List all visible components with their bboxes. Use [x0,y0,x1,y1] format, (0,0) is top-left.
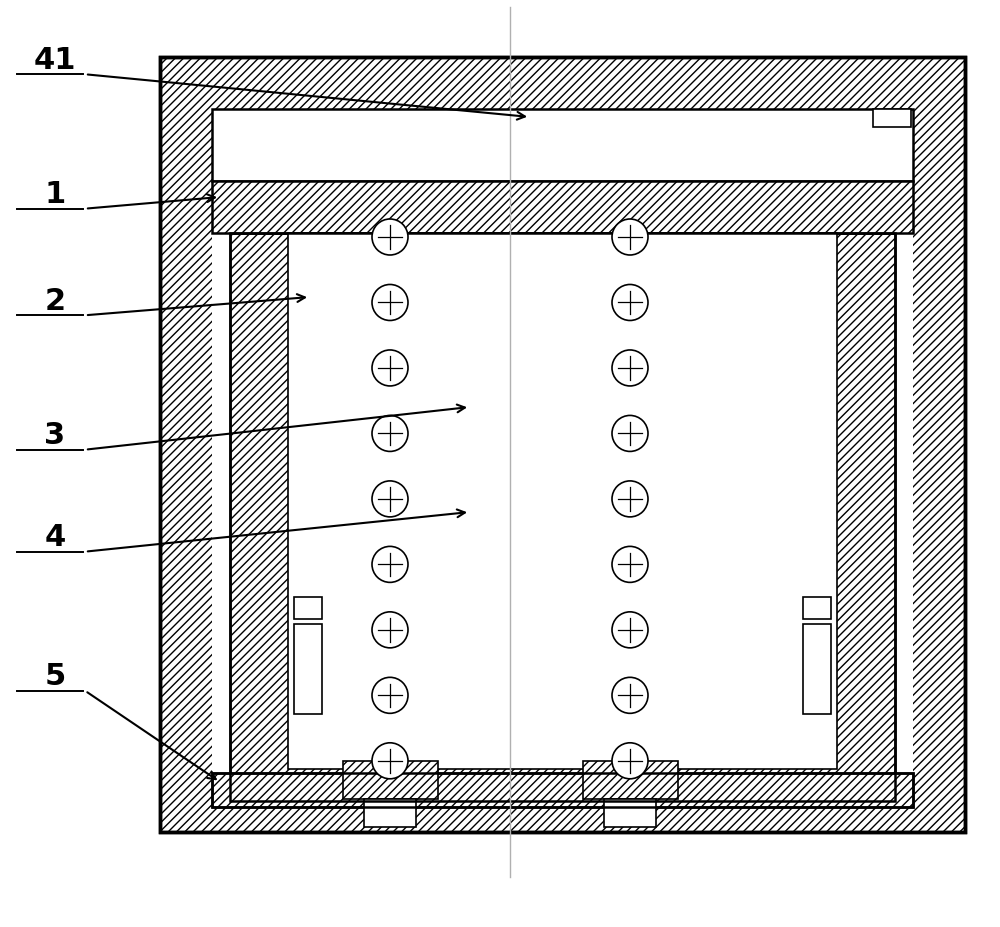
Circle shape [372,678,408,713]
Bar [212,109,913,181]
Bar [294,624,322,714]
Circle shape [372,415,408,451]
Circle shape [612,612,648,648]
Text: 5: 5 [44,662,66,692]
Circle shape [372,743,408,779]
Circle shape [612,219,648,255]
Bar [212,773,913,806]
Text: 4: 4 [44,523,66,552]
Circle shape [612,415,648,451]
Bar [583,761,678,799]
Bar [160,57,965,832]
Bar [230,233,895,801]
Circle shape [372,546,408,582]
Bar [212,181,913,233]
Bar [230,233,895,801]
Circle shape [372,285,408,321]
Bar [343,761,438,799]
Circle shape [372,481,408,517]
Bar [288,233,837,768]
Circle shape [612,546,648,582]
Circle shape [372,350,408,386]
Circle shape [612,285,648,321]
Bar [873,109,911,127]
Text: 1: 1 [44,180,66,210]
Bar [294,597,322,619]
Text: 2: 2 [44,286,66,316]
Text: 41: 41 [34,45,76,75]
Bar [803,597,831,619]
Bar [803,624,831,714]
Circle shape [612,481,648,517]
Bar [212,109,913,801]
Bar [604,799,656,827]
Text: 3: 3 [44,421,66,451]
Circle shape [372,219,408,255]
Circle shape [372,612,408,648]
Bar [212,773,913,806]
Circle shape [612,350,648,386]
Circle shape [612,678,648,713]
Bar [160,57,965,832]
Bar [364,799,416,827]
Circle shape [612,743,648,779]
